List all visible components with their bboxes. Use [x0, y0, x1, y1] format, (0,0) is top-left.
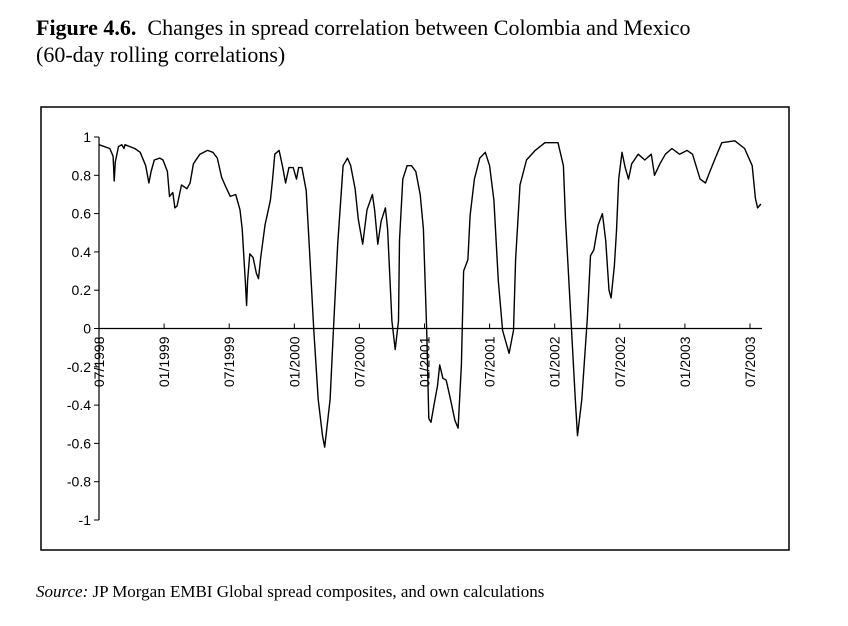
- x-tick-label: 07/1999: [221, 336, 237, 387]
- y-tick-label: 0: [83, 321, 91, 337]
- figure-title-text: Changes in spread correlation between Co…: [147, 15, 691, 40]
- figure-subtitle: (60-day rolling correlations): [36, 42, 286, 67]
- source-note: Source: JP Morgan EMBI Global spread com…: [36, 582, 544, 602]
- y-ticks: 1 0.8 0.6 0.4 0.2 0 -0.2 -0.4 -0.6 -0.8 -1: [67, 129, 99, 528]
- x-tick-label: 07/2000: [351, 336, 367, 387]
- y-tick-label: 0.8: [72, 167, 92, 183]
- source-text: JP Morgan EMBI Global spread composites,…: [92, 582, 545, 601]
- y-tick-label: -1: [79, 512, 92, 528]
- x-tick-label: 07/2003: [742, 336, 758, 387]
- y-tick-label: -0.2: [67, 359, 91, 375]
- figure-label: Figure 4.6.: [36, 15, 137, 40]
- series-group: [98, 140, 762, 448]
- x-tick-label: 01/2001: [417, 336, 433, 387]
- y-tick-label: -0.4: [67, 397, 91, 413]
- y-tick-label: 0.2: [72, 282, 92, 298]
- series-line: [98, 140, 762, 448]
- y-tick-label: -0.6: [67, 435, 91, 451]
- x-tick-label: 01/2003: [677, 336, 693, 387]
- x-ticks: 07/1998 01/1999 07/1999 01/2000 07/2000 01/20…: [91, 323, 758, 387]
- chart-border: [40, 106, 790, 551]
- x-tick-label: 07/2001: [482, 336, 498, 387]
- source-label: Source:: [36, 582, 89, 601]
- figure-title: Figure 4.6. Changes in spread correlatio…: [36, 14, 691, 68]
- x-tick-label: 07/2002: [612, 336, 628, 387]
- x-tick-label: 07/1998: [91, 336, 107, 387]
- figure-title-line1: Figure 4.6. Changes in spread correlatio…: [36, 14, 691, 41]
- y-tick-label: 0.4: [72, 244, 92, 260]
- y-tick-label: 1: [83, 129, 91, 145]
- x-tick-label: 01/2000: [286, 336, 302, 387]
- x-tick-label: 01/1999: [156, 336, 172, 387]
- y-tick-label: 0.6: [72, 206, 92, 222]
- x-tick-label: 01/2002: [547, 336, 563, 387]
- y-tick-label: -0.8: [67, 474, 91, 490]
